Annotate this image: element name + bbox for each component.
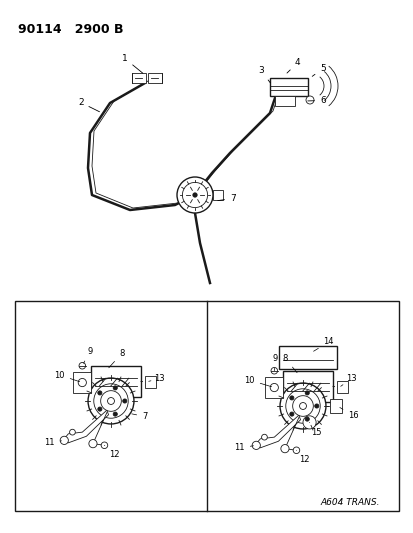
Bar <box>265 377 282 398</box>
Circle shape <box>289 412 293 416</box>
Text: 90114   2900 B: 90114 2900 B <box>18 23 123 36</box>
Circle shape <box>299 402 306 409</box>
Polygon shape <box>256 415 300 448</box>
Circle shape <box>314 404 318 408</box>
Circle shape <box>177 177 212 213</box>
Text: 16: 16 <box>339 407 358 421</box>
Text: 9: 9 <box>83 347 93 364</box>
Text: 8: 8 <box>109 349 124 368</box>
Text: 15: 15 <box>309 422 321 437</box>
Bar <box>278 346 336 369</box>
Text: 9: 9 <box>272 354 277 371</box>
Bar <box>147 73 161 83</box>
Text: 13: 13 <box>340 374 356 386</box>
Bar <box>73 372 91 393</box>
Circle shape <box>289 396 293 400</box>
Circle shape <box>79 362 85 369</box>
Bar <box>212 190 223 200</box>
Text: 4: 4 <box>286 58 300 73</box>
Text: 12: 12 <box>104 445 120 459</box>
Circle shape <box>279 383 325 429</box>
Circle shape <box>113 386 117 390</box>
Text: 7: 7 <box>217 194 235 203</box>
Circle shape <box>122 399 126 403</box>
Text: 6: 6 <box>307 96 325 105</box>
Circle shape <box>60 436 68 445</box>
Circle shape <box>305 96 313 104</box>
Bar <box>269 78 307 96</box>
Circle shape <box>113 412 117 416</box>
Circle shape <box>94 384 128 418</box>
Circle shape <box>302 416 316 429</box>
Circle shape <box>192 193 197 197</box>
Circle shape <box>69 429 75 435</box>
Bar <box>132 73 146 83</box>
Bar <box>144 376 156 387</box>
Text: A604 TRANS.: A604 TRANS. <box>320 498 379 507</box>
Text: 14: 14 <box>313 337 333 351</box>
Circle shape <box>280 445 288 453</box>
Circle shape <box>88 378 134 424</box>
Circle shape <box>182 182 207 207</box>
Circle shape <box>270 383 278 392</box>
Text: 10: 10 <box>54 370 79 382</box>
Bar <box>329 399 341 413</box>
Circle shape <box>78 378 86 386</box>
Circle shape <box>97 391 102 395</box>
Text: 11: 11 <box>234 443 253 453</box>
Text: 5: 5 <box>311 64 325 76</box>
Text: 8: 8 <box>282 354 297 373</box>
Circle shape <box>252 441 260 449</box>
Text: 11: 11 <box>44 438 62 447</box>
Circle shape <box>271 367 277 374</box>
Text: 13: 13 <box>148 374 164 383</box>
Circle shape <box>261 434 267 440</box>
Circle shape <box>100 391 121 411</box>
Circle shape <box>107 398 114 405</box>
Circle shape <box>304 391 309 395</box>
Circle shape <box>292 395 313 416</box>
Polygon shape <box>64 410 108 443</box>
Circle shape <box>304 417 309 421</box>
Text: 12: 12 <box>296 450 309 464</box>
Circle shape <box>292 447 299 454</box>
Bar <box>15 301 398 511</box>
Circle shape <box>89 440 97 448</box>
Bar <box>91 366 140 397</box>
Circle shape <box>97 407 102 411</box>
Circle shape <box>101 442 107 449</box>
Bar <box>274 96 294 106</box>
Bar <box>282 371 332 402</box>
Text: 10: 10 <box>244 376 271 387</box>
Text: 2: 2 <box>78 98 99 112</box>
Text: 7: 7 <box>131 412 147 421</box>
Bar <box>336 381 347 392</box>
Text: 3: 3 <box>257 66 270 83</box>
Circle shape <box>285 389 319 423</box>
Text: 1: 1 <box>122 54 142 73</box>
